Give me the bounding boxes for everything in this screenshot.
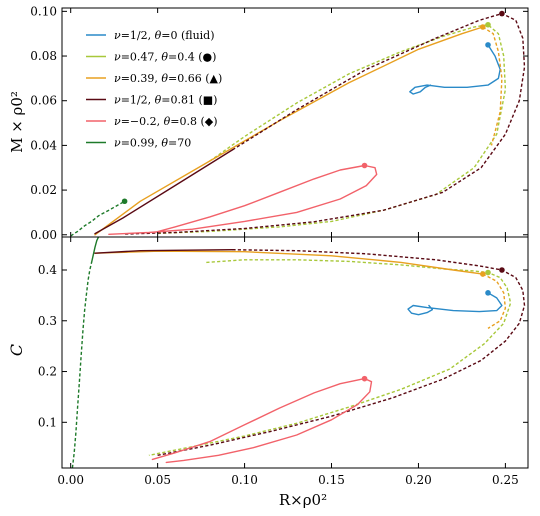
series-marker-bottom-3: [499, 267, 505, 273]
legend-label-part-4-c: θ: [164, 115, 171, 128]
x-tick-label-5: 0.25: [492, 473, 519, 487]
legend-label-part-2-c: θ: [161, 72, 168, 85]
legend-label-part-1-a: ν: [114, 51, 121, 64]
plot-area-bottom: [71, 237, 526, 468]
legend: ν=1/2, θ=0 (fluid)ν=0.47, θ=0.4 (●)ν=0.3…: [86, 29, 222, 150]
legend-label-part-5-a: ν: [114, 137, 121, 150]
series-dashed-line-bottom-2: [482, 273, 507, 329]
legend-label-1: ν=0.47, θ=0.4 (●): [114, 51, 216, 64]
series-line-top-3: [94, 149, 234, 235]
y-tick-label-top-1: 0.02: [30, 183, 57, 197]
y-tick-label-top-5: 0.10: [30, 4, 57, 18]
series-marker-bottom-2: [479, 271, 486, 277]
bottom-panel: 0.1 0.2 0.3 0.4 0.00 0.05 0.10 0.15 0.20 0.25: [38, 236, 529, 487]
y-axis-title-top: M × ρ0²: [8, 91, 26, 153]
legend-label-part-4-d: =0.8 (◆): [170, 115, 217, 128]
series-marker-bottom-0: [485, 290, 491, 296]
legend-label-part-2-b: =0.39,: [121, 72, 162, 85]
legend-label-0: ν=1/2, θ=0 (fluid): [114, 29, 215, 42]
series-line-top-2: [94, 26, 484, 236]
x-tick-label-2: 0.10: [231, 473, 258, 487]
legend-label-part-1-c: θ: [161, 51, 168, 64]
legend-label-part-5-b: =0.99,: [121, 137, 162, 150]
y-tick-label-bottom-3: 0.4: [38, 263, 57, 277]
legend-label-2: ν=0.39, θ=0.66 (▲): [114, 72, 222, 85]
plot-frame-bottom: [61, 236, 529, 469]
legend-label-part-2-a: ν: [114, 72, 121, 85]
y-tick-label-top-4: 0.08: [30, 49, 57, 63]
series-dashed-line-top-5: [70, 200, 125, 237]
y-tick-label-top-0: 0.00: [30, 228, 57, 242]
legend-label-5: ν=0.99, θ=70: [114, 137, 191, 150]
legend-label-part-0-c: θ: [155, 29, 162, 42]
series-marker-top-4: [361, 162, 368, 169]
legend-label-part-0-b: =1/2,: [121, 29, 155, 42]
y-tick-label-top-3: 0.06: [30, 94, 57, 108]
series-line-bottom-5: [90, 237, 100, 264]
legend-label-part-4-a: ν: [114, 115, 121, 128]
series-line-bottom-4: [151, 377, 373, 464]
legend-label-part-3-c: θ: [155, 94, 162, 107]
top-panel: 0.00 0.02 0.04 0.06 0.08 0.10: [30, 4, 529, 242]
legend-label-part-5-c: θ: [161, 137, 168, 150]
series-dashed-line-top-3: [122, 12, 526, 235]
series-dashed-line-top-1: [157, 24, 507, 235]
series-line-bottom-0: [407, 292, 503, 316]
series-line-bottom-2: [94, 250, 484, 275]
x-tick-label-0: 0.00: [57, 473, 84, 487]
legend-label-part-0-a: ν: [114, 29, 121, 42]
legend-label-part-3-a: ν: [114, 94, 121, 107]
series-dashed-line-bottom-3: [157, 249, 526, 456]
series-marker-bottom-4: [361, 375, 368, 382]
legend-label-3: ν=1/2, θ=0.81 (■): [114, 94, 217, 107]
y-tick-label-bottom-1: 0.2: [38, 365, 57, 379]
x-tick-label-1: 0.05: [144, 473, 171, 487]
series-marker-top-5: [121, 198, 128, 205]
legend-label-part-3-d: =0.81 (■): [161, 94, 217, 107]
series-marker-top-3: [499, 10, 505, 17]
series-line-top-0: [409, 44, 501, 95]
y-tick-label-bottom-2: 0.3: [38, 314, 57, 328]
series-marker-top-1: [485, 21, 491, 28]
legend-label-part-3-b: =1/2,: [121, 94, 155, 107]
series-marker-top-2: [479, 24, 486, 30]
y-tick-label-bottom-0: 0.1: [38, 415, 57, 429]
x-axis-title: R×ρ0²: [279, 491, 327, 509]
x-tick-label-3: 0.15: [318, 473, 345, 487]
series-marker-bottom-1: [485, 269, 491, 276]
legend-label-part-2-d: =0.66 (▲): [168, 72, 222, 85]
series-dashed-line-bottom-5: [71, 262, 93, 468]
legend-label-4: ν=−0.2, θ=0.8 (◆): [114, 115, 217, 128]
y-axis-title-bottom: C: [7, 344, 26, 356]
legend-label-part-1-b: =0.47,: [121, 51, 162, 64]
legend-label-part-0-d: =0 (fluid): [161, 29, 214, 42]
series-line-bottom-3: [94, 248, 234, 254]
y-tick-label-top-2: 0.04: [30, 138, 57, 152]
series-line-top-4: [108, 164, 378, 236]
series-marker-top-0: [485, 42, 491, 48]
legend-label-part-5-d: =70: [168, 137, 191, 150]
series-dashed-line-bottom-1: [148, 259, 512, 456]
plot-area-top: [70, 10, 526, 237]
legend-label-part-4-b: =−0.2,: [121, 115, 164, 128]
legend-label-part-1-d: =0.4 (●): [168, 51, 216, 64]
x-tick-label-4: 0.20: [405, 473, 432, 487]
series-dashed-line-top-2: [482, 26, 503, 146]
